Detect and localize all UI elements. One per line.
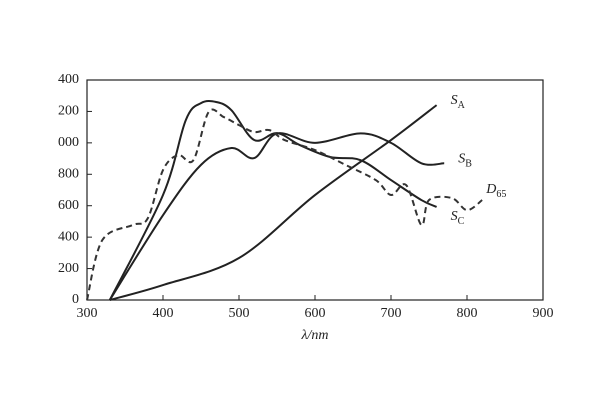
plot-frame xyxy=(86,79,544,301)
series-name: D xyxy=(485,182,496,197)
x-tick-label: 300 xyxy=(77,306,98,321)
y-tick-label: 0 xyxy=(72,292,79,307)
series-line xyxy=(108,132,445,301)
y-tick-label: 200 xyxy=(58,261,79,276)
series-name: S xyxy=(451,209,458,224)
series-name: S xyxy=(458,152,465,167)
y-tick-label: 600 xyxy=(58,198,79,213)
series-name: S xyxy=(451,93,458,108)
y-tick-label: 400 xyxy=(58,72,79,87)
series-label: SA xyxy=(451,93,466,111)
x-tick-label: 600 xyxy=(305,306,326,321)
y-tick-label: 800 xyxy=(58,167,79,182)
series-subscript: 65 xyxy=(496,189,506,200)
series-subscript: B xyxy=(465,159,472,170)
series-label: SC xyxy=(451,209,465,227)
series-subscript: C xyxy=(458,216,465,227)
y-tick-label: 000 xyxy=(58,135,79,150)
series-line xyxy=(108,99,438,301)
series-line xyxy=(86,108,483,301)
y-tick-label: 200 xyxy=(58,104,79,119)
x-tick-label: 700 xyxy=(381,306,402,321)
x-axis-label: λ/nm xyxy=(300,328,328,343)
y-tick-label: 400 xyxy=(58,229,79,244)
series-subscript: A xyxy=(458,100,466,111)
series-line xyxy=(109,104,438,301)
series-label: D65 xyxy=(485,182,506,200)
x-tick-label: 800 xyxy=(457,306,478,321)
series-label: SB xyxy=(458,152,472,170)
x-tick-label: 500 xyxy=(229,306,250,321)
x-tick-label: 400 xyxy=(153,306,174,321)
x-tick-label: 900 xyxy=(533,306,554,321)
